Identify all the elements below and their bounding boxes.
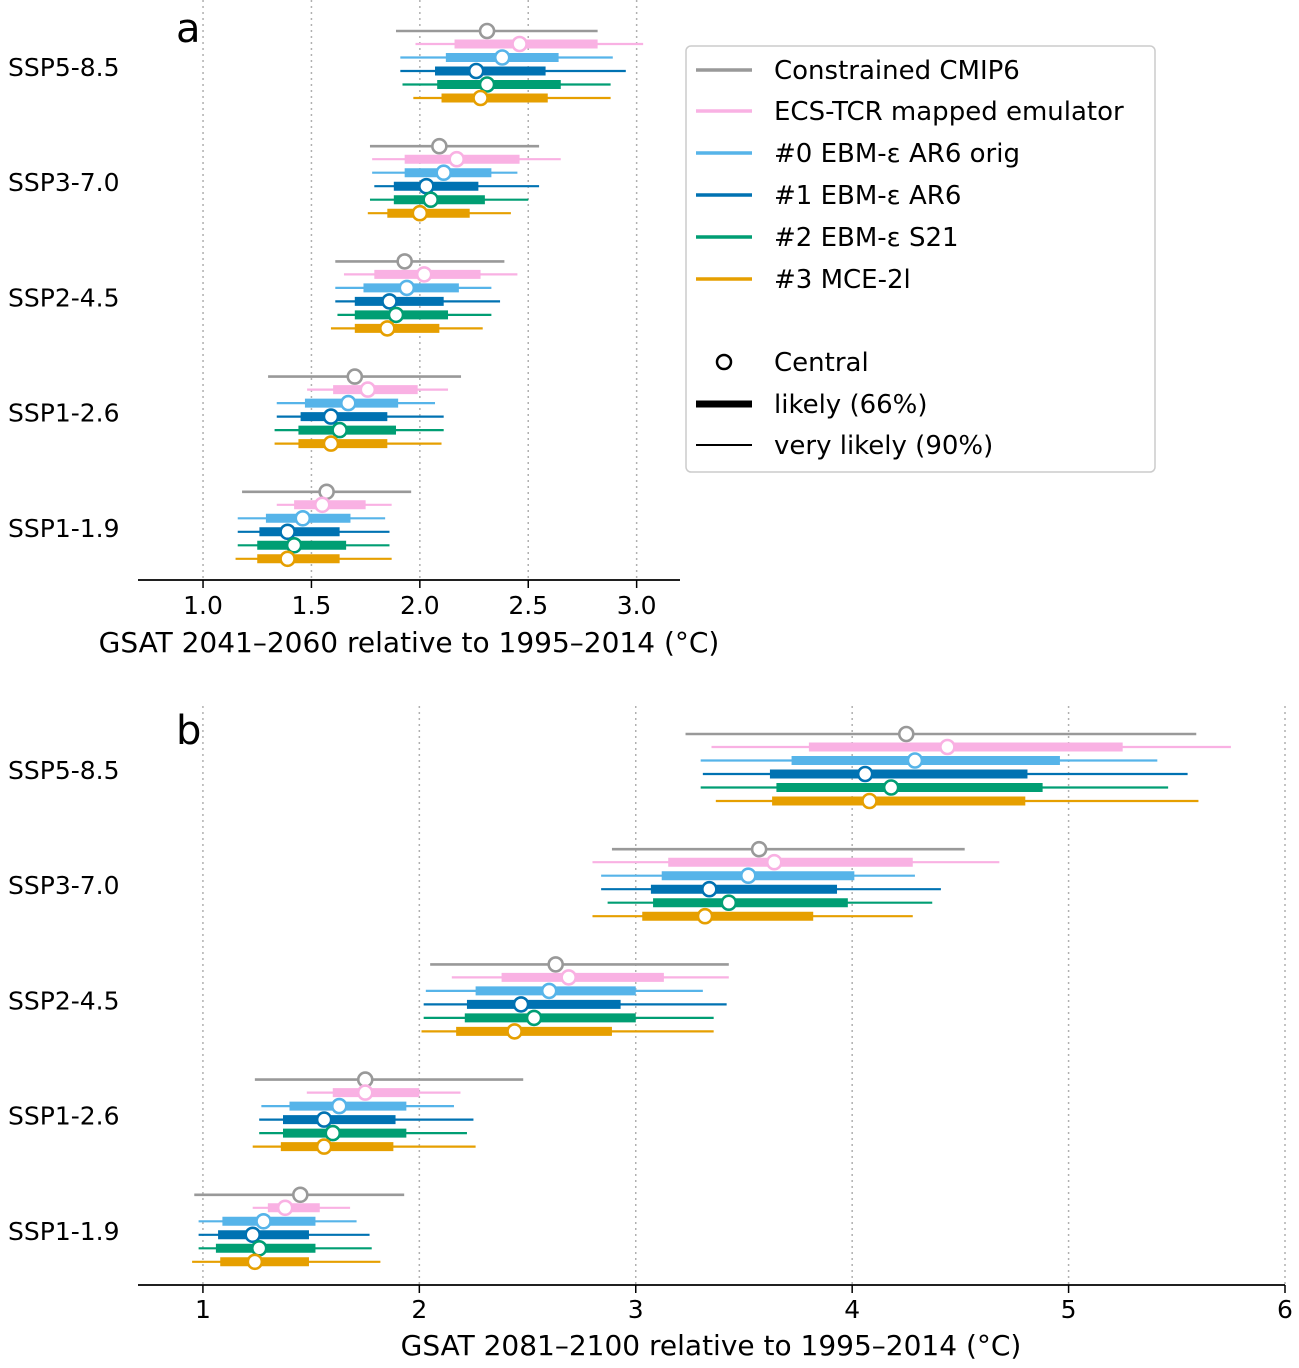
- central-marker: [422, 191, 439, 208]
- y-category-label: SSP5-8.5: [8, 53, 120, 82]
- central-marker: [511, 35, 528, 53]
- central-marker: [765, 853, 783, 871]
- central-marker: [322, 435, 340, 452]
- y-category-label: SSP3-7.0: [8, 168, 120, 197]
- central-marker: [478, 76, 496, 93]
- x-tick-label: 1: [195, 1295, 211, 1324]
- x-tick-label: 1.0: [183, 591, 223, 620]
- y-category-label: SSP1-1.9: [8, 1217, 120, 1246]
- legend-series-label: ECS-TCR mapped emulator: [774, 97, 1124, 127]
- central-marker: [381, 293, 398, 310]
- legend-marker-label: likely (66%): [774, 390, 928, 420]
- central-marker: [346, 368, 364, 385]
- central-marker: [246, 1253, 264, 1271]
- central-marker: [939, 738, 956, 756]
- central-marker: [279, 550, 296, 568]
- central-marker: [411, 204, 429, 222]
- central-marker: [255, 1213, 272, 1230]
- legend-series-label: #1 EBM-ε AR6: [774, 181, 961, 211]
- x-tick-label: 5: [1061, 1295, 1077, 1324]
- x-tick-label: 2: [411, 1295, 427, 1324]
- central-marker: [525, 1009, 543, 1027]
- y-category-label: SSP5-8.5: [8, 756, 120, 785]
- y-category-label: SSP3-7.0: [8, 871, 120, 900]
- central-marker: [315, 1138, 333, 1155]
- central-marker: [415, 266, 433, 283]
- central-marker: [359, 381, 377, 398]
- legend-series-label: #3 MCE-2l: [774, 265, 911, 295]
- central-marker: [387, 306, 405, 324]
- x-tick-label: 4: [844, 1295, 860, 1324]
- central-marker: [540, 982, 558, 1000]
- panel-label: a: [176, 6, 201, 52]
- central-marker: [560, 969, 577, 986]
- central-marker: [244, 1226, 261, 1244]
- x-axis-title: GSAT 2041–2060 relative to 1995–2014 (°C…: [99, 626, 720, 659]
- legend-series-label: #0 EBM-ε AR6 orig: [774, 139, 1020, 169]
- central-marker: [322, 408, 340, 425]
- legend-central-marker: [715, 353, 733, 371]
- central-marker: [396, 253, 413, 270]
- legend-marker-label: Central: [774, 348, 869, 378]
- central-marker: [418, 177, 435, 195]
- central-marker: [472, 89, 489, 107]
- panel-b: 1 2 3 4 5 6 GSAT 2081–2100 relative to 1995–20…: [8, 706, 1293, 1362]
- x-tick-label: 6: [1277, 1295, 1293, 1324]
- x-tick-label: 3: [628, 1295, 644, 1324]
- x-axis-title: GSAT 2081–2100 relative to 1995–2014 (°C…: [401, 1329, 1022, 1362]
- central-marker: [696, 907, 714, 925]
- central-marker: [861, 792, 878, 810]
- central-marker: [339, 394, 357, 412]
- y-category-label: SSP1-1.9: [8, 514, 120, 543]
- central-marker: [294, 509, 312, 527]
- panel-a: 1.0 1.5 2.0 2.5 3.0 GSAT 2041–2060 relative t…: [8, 0, 719, 659]
- central-marker: [276, 1199, 294, 1217]
- y-category-label: SSP2-4.5: [8, 986, 120, 1015]
- y-category-label: SSP1-2.6: [8, 399, 120, 428]
- x-tick-label: 2.5: [508, 591, 548, 620]
- central-marker: [250, 1240, 268, 1257]
- central-marker: [285, 536, 303, 554]
- central-marker: [431, 137, 448, 155]
- x-tick-label: 2.0: [400, 591, 440, 620]
- central-marker: [493, 49, 511, 66]
- central-marker: [330, 1097, 348, 1115]
- central-marker: [331, 421, 348, 439]
- central-marker: [324, 1124, 342, 1142]
- central-marker: [435, 164, 452, 181]
- y-category-label: SSP2-4.5: [8, 283, 120, 312]
- central-marker: [701, 880, 718, 898]
- y-category-label: SSP1-2.6: [8, 1102, 120, 1131]
- central-marker: [448, 150, 465, 168]
- central-marker: [292, 1186, 309, 1204]
- central-marker: [750, 840, 768, 858]
- central-marker: [279, 523, 296, 541]
- central-marker: [547, 956, 564, 973]
- central-marker: [512, 996, 530, 1013]
- legend: Constrained CMIP6 ECS-TCR mapped emulator…: [685, 45, 1156, 473]
- central-marker: [398, 279, 416, 297]
- x-tick-label: 3.0: [617, 591, 657, 620]
- central-marker: [478, 22, 496, 40]
- central-marker: [906, 752, 924, 769]
- central-marker: [739, 867, 757, 885]
- legend-marker-label: very likely (90%): [774, 431, 993, 461]
- legend-series-label: #2 EBM-ε S21: [774, 223, 959, 253]
- central-marker: [856, 765, 874, 783]
- central-marker: [356, 1084, 374, 1101]
- legend-series-label: Constrained CMIP6: [774, 56, 1020, 86]
- legend-box: [685, 45, 1156, 473]
- central-marker: [720, 894, 738, 912]
- central-marker: [467, 62, 485, 80]
- central-marker: [897, 725, 915, 743]
- central-marker: [313, 496, 331, 514]
- x-tick-label: 1.5: [292, 591, 332, 620]
- panel-label: b: [176, 708, 201, 754]
- central-marker: [379, 320, 396, 337]
- central-marker: [882, 779, 900, 796]
- central-marker: [315, 1111, 333, 1128]
- central-marker: [506, 1023, 523, 1040]
